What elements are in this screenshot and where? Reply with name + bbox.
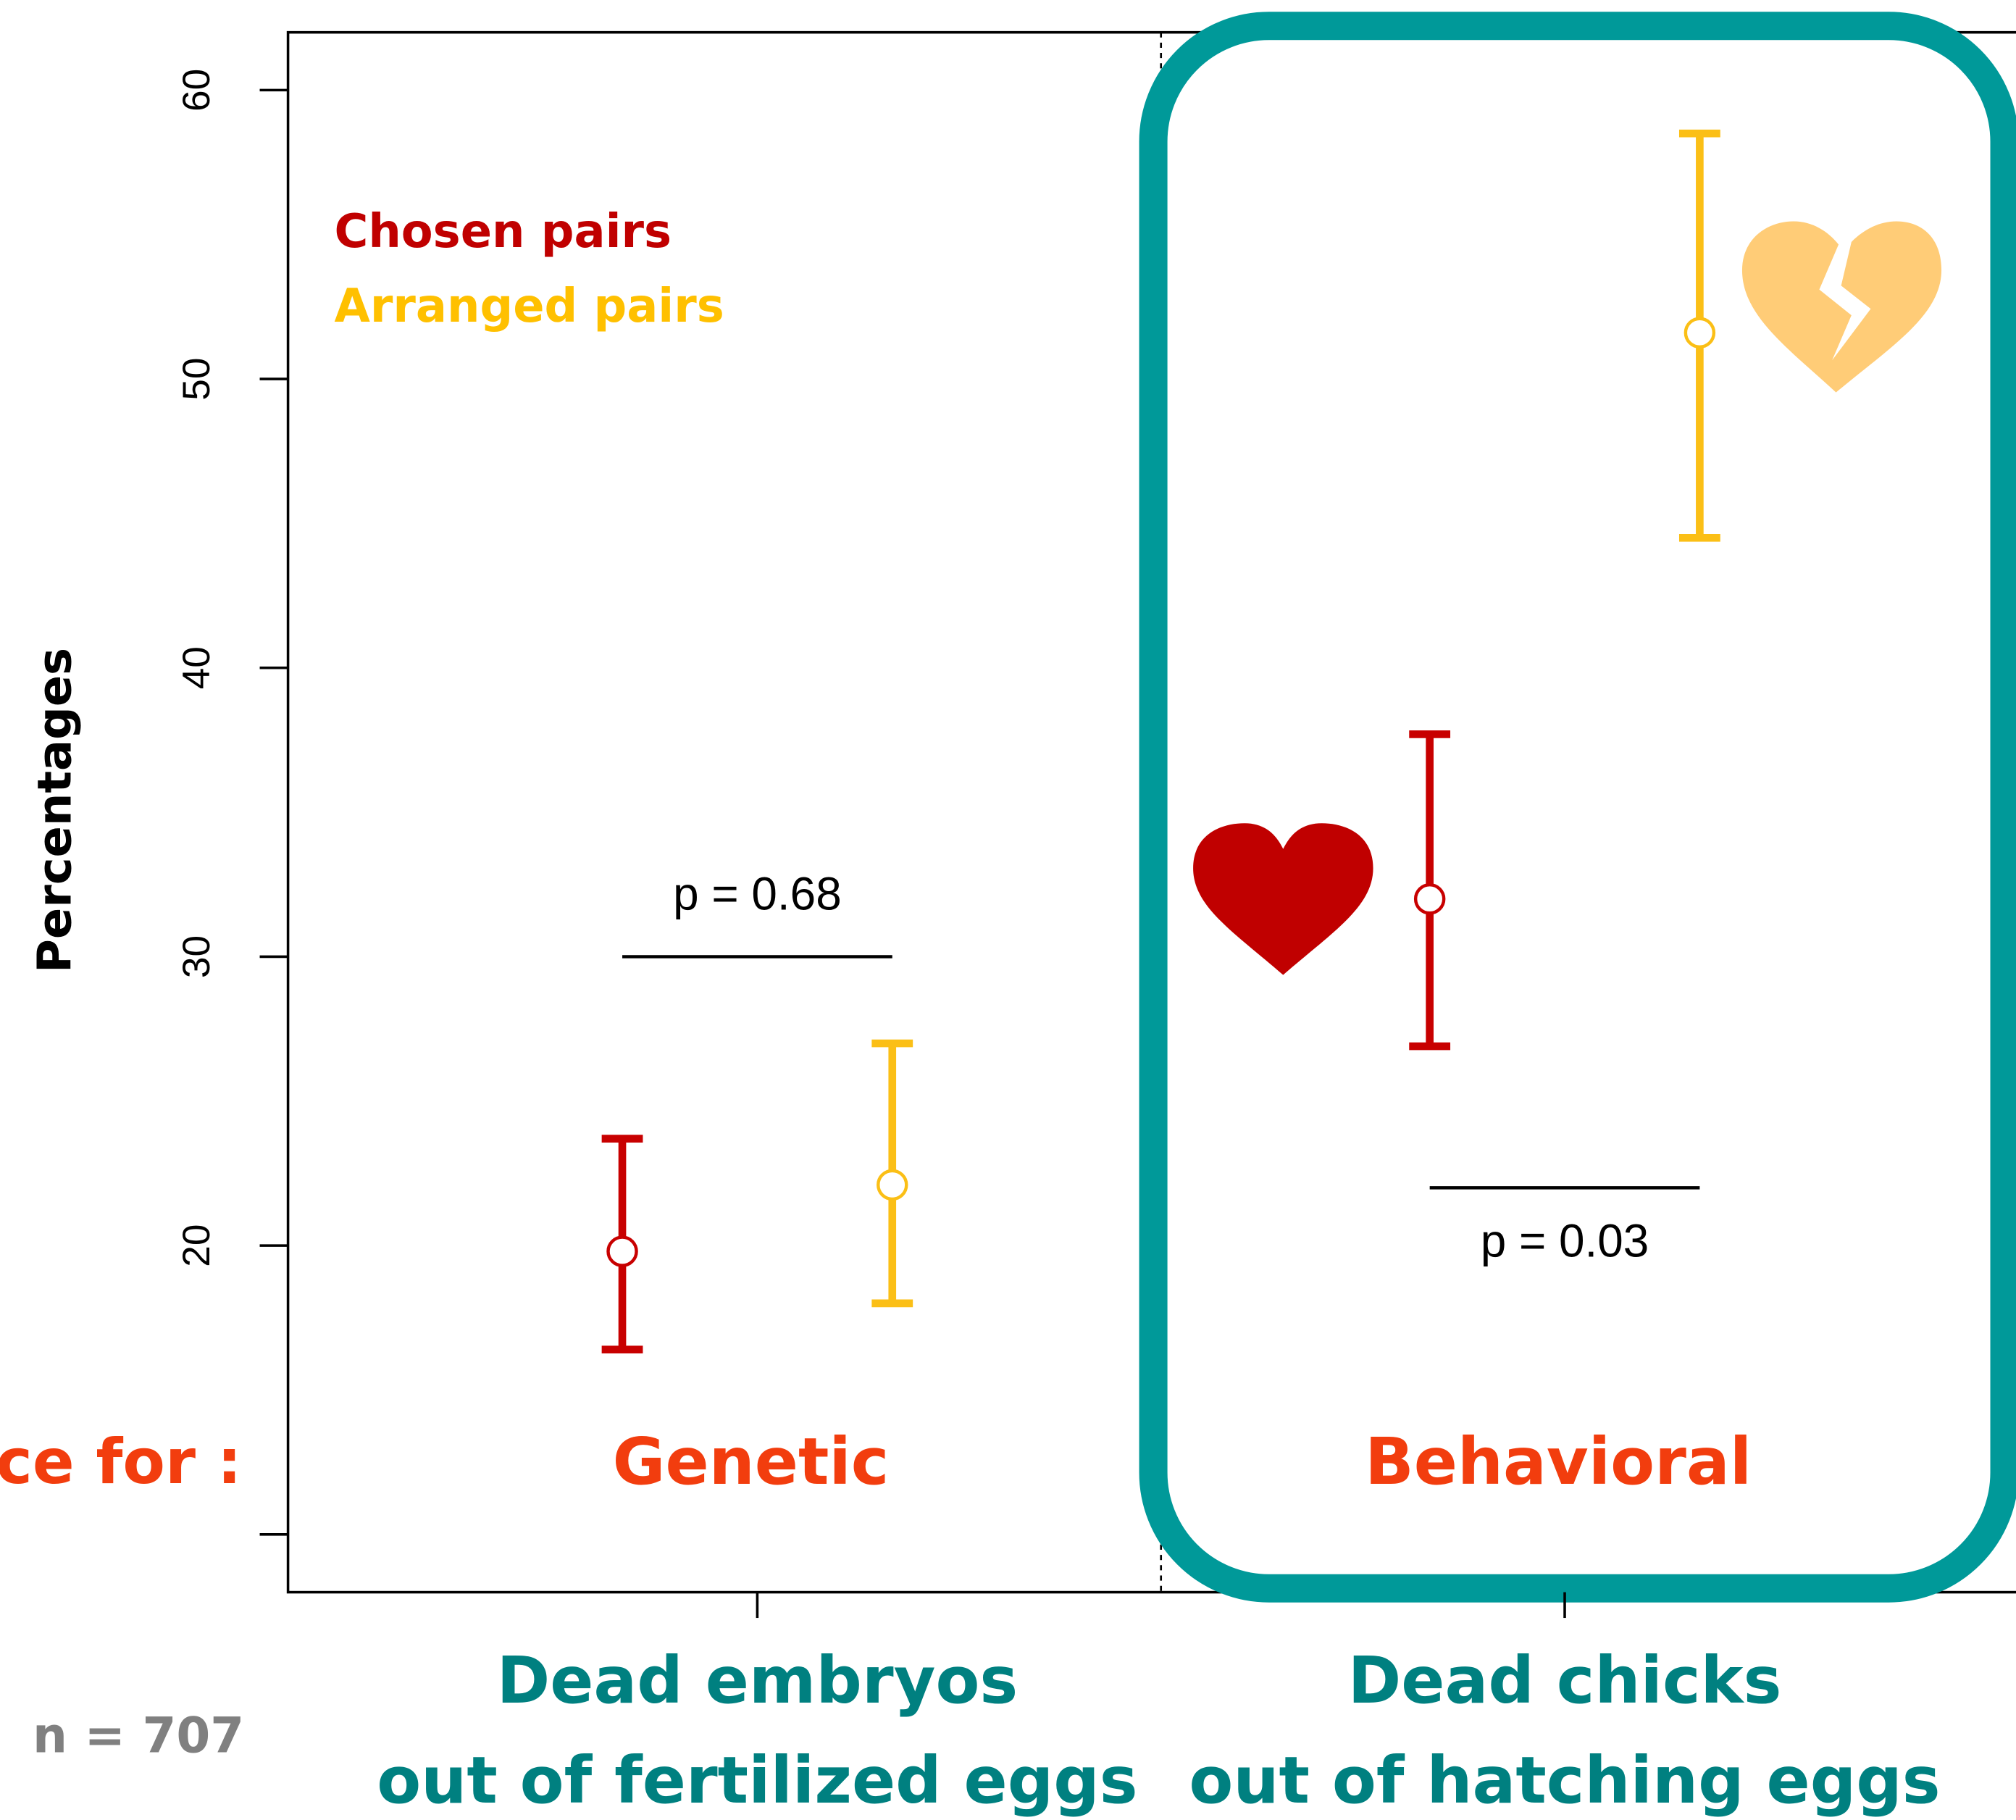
y-tick-label: 60 [175,69,218,112]
sample-size: n = 707 [33,1706,244,1763]
group-label: Genetic [613,1424,890,1499]
y-tick-label: 20 [175,1224,218,1267]
x-tick-label: Dead embryos [497,1643,1019,1718]
plot-frame [286,30,2016,1594]
x-tick-label: Dead chicks [1348,1643,1782,1718]
group-label: Behavioral [1365,1424,1752,1499]
y-tick-label: 30 [175,935,218,978]
legend-entry: Chosen pairs [334,205,672,259]
heart-icon [1193,823,1373,975]
legend-entry: Arranged pairs [334,280,724,333]
y-axis-label: Percentages [28,648,82,973]
p-value: p = 0.03 [1481,1214,1649,1266]
y-tick-label: 40 [175,646,218,689]
group-prefix: ce for : [0,1427,242,1498]
highlight-box [1139,12,2016,1603]
mean-point [1413,882,1446,915]
mean-point [1684,317,1716,349]
x-tick-label: out of hatching eggs [1189,1743,1940,1818]
p-value: p = 0.68 [673,868,842,920]
y-tick-label: 50 [175,357,218,400]
mean-point [877,1169,908,1201]
mean-point [606,1235,638,1267]
broken-heart-icon [1741,221,1942,393]
x-tick-label: out of fertilized eggs [377,1743,1137,1818]
